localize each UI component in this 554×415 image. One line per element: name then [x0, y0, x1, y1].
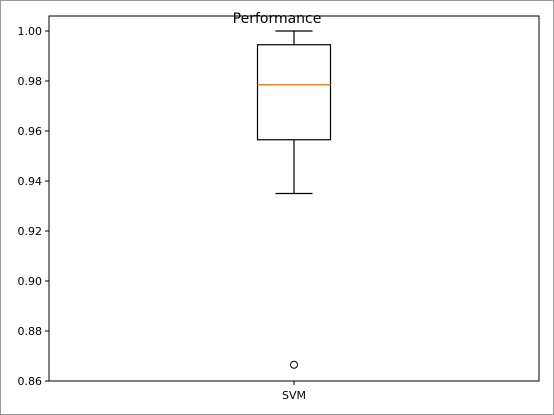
y-tick-label: 1.00 — [18, 25, 43, 38]
y-tick-label: 0.96 — [18, 125, 43, 138]
iqr-box — [258, 45, 331, 140]
y-tick-label: 0.94 — [18, 175, 43, 188]
outlier-point — [291, 361, 298, 368]
y-tick-label: 0.86 — [18, 375, 43, 388]
y-tick-label: 0.98 — [18, 75, 43, 88]
axes-border — [49, 16, 539, 381]
chart-title: Performance — [233, 11, 322, 27]
y-tick-label: 0.92 — [18, 225, 43, 238]
y-tick-label: 0.88 — [18, 325, 43, 338]
x-tick-label: SVM — [282, 389, 306, 402]
y-tick-label: 0.90 — [18, 275, 43, 288]
plot-area: 0.86 0.88 0.90 0.92 0.94 0.96 0.98 1.00 SVM — [18, 16, 540, 402]
